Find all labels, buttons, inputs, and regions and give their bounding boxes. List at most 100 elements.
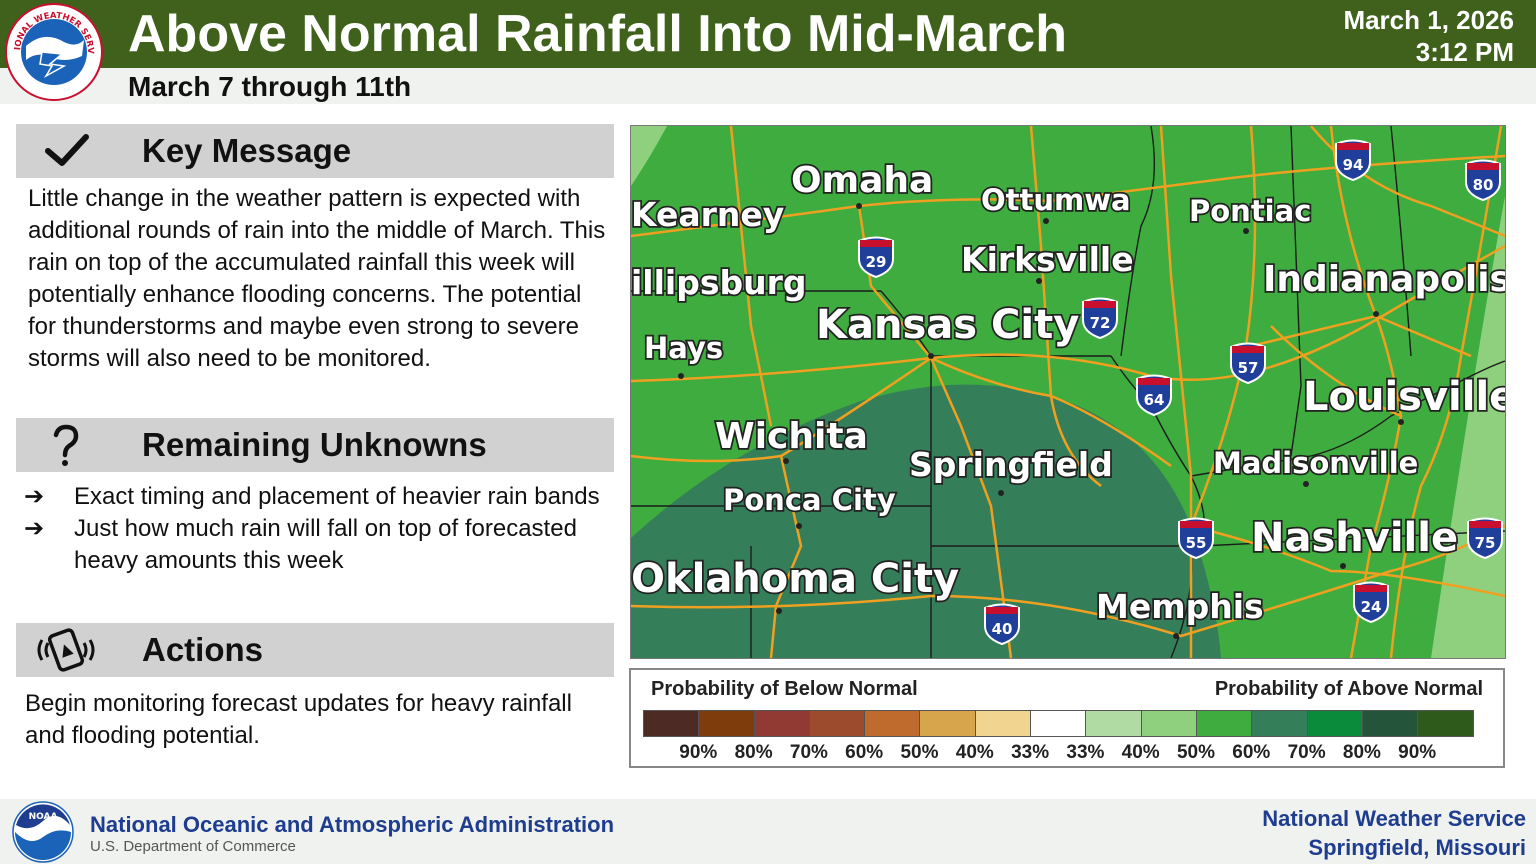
legend-swatch [1418,711,1474,736]
legend-swatch [809,711,866,736]
svg-text:55: 55 [1186,534,1207,552]
list-item-text: Exact timing and placement of heavier ra… [74,483,600,510]
unknowns-list: ➔ Exact timing and placement of heavier r… [24,481,614,577]
arrow-bullet-icon: ➔ [24,483,45,510]
interstate-75-shield: 75 [1467,517,1503,560]
remaining-unknowns-title: Remaining Unknowns [142,426,487,463]
nws-logo: NATIONAL WEATHER SERVICE [4,2,103,101]
key-message-title: Key Message [142,132,352,169]
above-70-region [631,384,1221,658]
city-label-kearney: Kearney [631,195,784,234]
legend-color-scale [643,710,1475,737]
remaining-unknowns-header: Remaining Unknowns [16,418,614,472]
interstate-64-shield: 64 [1136,374,1172,417]
interstate-94-shield: 94 [1335,139,1371,182]
noaa-name: National Oceanic and Atmospheric Adminis… [90,812,615,837]
svg-text:80: 80 [1473,176,1494,194]
city-label-memphis: Memphis [1096,587,1264,626]
city-label-phillipsburg: illipsburg [631,263,807,302]
city-markers [678,203,1404,639]
legend-swatch [1141,711,1197,736]
outlook-map: 94 80 29 72 57 [630,125,1506,659]
city-label-wichita: Wichita [715,416,868,457]
interstate-80-shield: 80 [1465,159,1501,202]
city-label-indianapolis: Indianapolis [1263,259,1505,300]
key-message-header: Key Message [16,124,614,178]
list-item: ➔ Just how much rain will fall on top of … [24,513,614,577]
interstate-57-shield: 57 [1230,342,1266,385]
city-label-omaha: Omaha [791,160,933,201]
interstate-40-shield: 40 [984,603,1020,646]
legend-below-title: Probability of Below Normal [651,678,918,700]
list-item-text: Just how much rain will fall on top of f… [74,515,577,574]
svg-text:NOAA: NOAA [29,812,58,822]
checkmark-icon [45,134,89,166]
issue-date: March 1, 2026 [1343,5,1514,35]
legend-swatch [1031,711,1087,736]
legend-label: 70% [789,742,828,763]
city-label-oklahoma-city: Oklahoma City [631,556,959,602]
city-label-kirksville: Kirksville [961,240,1134,279]
outlook-map-svg: 94 80 29 72 57 [631,126,1505,658]
interstate-29-shield: 29 [858,236,894,279]
noaa-department: U.S. Department of Commerce [90,838,296,855]
svg-text:29: 29 [866,253,887,271]
city-label-ponca-city: Ponca City [723,483,896,517]
city-label-madisonville: Madisonville [1213,446,1418,480]
city-label-hays: Hays [644,331,723,365]
svg-text:72: 72 [1090,314,1111,332]
svg-text:57: 57 [1238,359,1259,377]
actions-title: Actions [142,631,264,668]
svg-text:64: 64 [1144,391,1165,409]
legend-label: 80% [734,742,773,763]
page-title: Above Normal Rainfall Into Mid-March [128,5,1067,63]
legend-label: 60% [1232,742,1271,763]
city-labels: Omaha Ottumwa Pontiac Kearney Kirksville… [631,158,1505,628]
interstate-24-shield: 24 [1353,581,1389,624]
legend-swatch [1086,711,1142,736]
svg-text:40: 40 [992,620,1013,638]
legend-swatch [644,711,700,736]
page-subtitle: March 7 through 11th [128,71,412,102]
legend-label: 33% [1011,742,1050,763]
actions-header: Actions [16,623,614,677]
city-label-nashville: Nashville [1251,515,1458,561]
office-location: Springfield, Missouri [1308,835,1526,860]
legend-swatch [754,711,810,736]
legend-swatch [975,711,1032,736]
noaa-logo: NOAA [12,801,74,863]
question-mark-icon [53,424,79,466]
svg-text:94: 94 [1343,156,1364,174]
legend-label: 40% [1121,742,1160,763]
svg-text:75: 75 [1475,534,1496,552]
issue-datetime: March 1, 2026 3:12 PM [1343,4,1514,68]
city-label-louisville: Louisville [1303,374,1505,420]
legend-swatch [920,711,976,736]
city-label-pontiac: Pontiac [1189,194,1311,228]
city-label-springfield: Springfield [909,445,1113,484]
arrow-bullet-icon: ➔ [24,515,45,542]
subtitle-bar [0,68,1536,104]
actions-text: Begin monitoring forecast updates for he… [25,690,572,749]
list-item: ➔ Exact timing and placement of heavier r… [24,481,614,513]
legend-label: 80% [1342,742,1381,763]
legend-label: 40% [955,742,994,763]
legend-swatch [865,711,921,736]
phone-alert-icon [37,628,95,672]
legend-swatch [1252,711,1308,736]
legend-label: 70% [1287,742,1326,763]
probability-legend: Probability of Below Normal Probability … [629,668,1505,768]
legend-swatch [1307,711,1363,736]
interstate-shields: 94 80 29 72 57 [858,139,1503,646]
legend-label: 33% [1066,742,1105,763]
city-label-ottumwa: Ottumwa [981,183,1131,217]
interstate-72-shield: 72 [1082,297,1118,340]
legend-label: 60% [845,742,884,763]
highway-network [631,126,1505,658]
interstate-55-shield: 55 [1178,517,1214,560]
legend-swatch [699,711,755,736]
legend-above-title: Probability of Above Normal [1214,678,1483,700]
legend-swatch [1196,711,1253,736]
above-40-region-nw [631,126,667,186]
legend-label: 90% [679,742,718,763]
